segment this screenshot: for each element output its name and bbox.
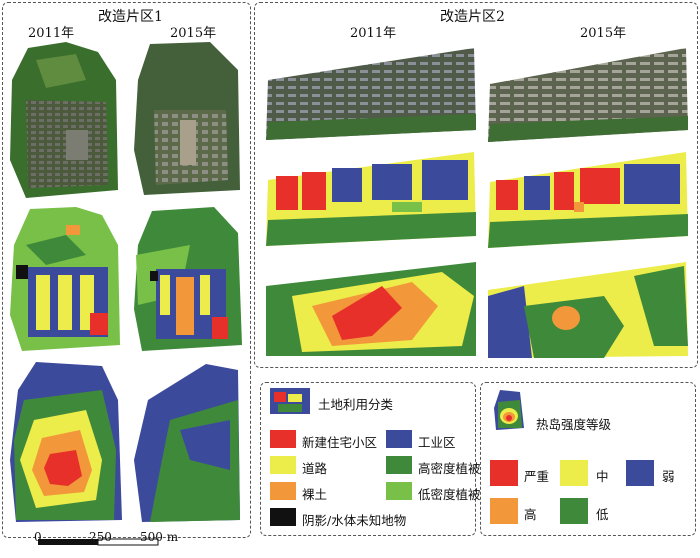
- heat-label-severe: 严重: [524, 469, 550, 484]
- heat-legend-title: 热岛强度等级: [536, 417, 612, 432]
- region2-imagery-2015: [488, 48, 688, 142]
- legend-swatch-low-veg: [386, 482, 412, 500]
- scalebar-label-0: 0: [34, 530, 42, 544]
- region1-landuse-2011: [10, 207, 120, 351]
- region1-heat-2015: [134, 364, 240, 522]
- landuse-legend-thumbnail: [270, 388, 310, 414]
- legend-label-shadow-water: 阴影/水体未知地物: [302, 513, 407, 528]
- legend-swatch-high-veg: [386, 456, 412, 474]
- scalebar: [38, 538, 159, 546]
- region1-heat-2011: [10, 362, 122, 522]
- legend-label-industrial: 工业区: [418, 435, 456, 450]
- region1-year-2011: 2011年: [28, 26, 75, 41]
- legend-swatch-new-residential: [270, 430, 296, 448]
- region1-imagery-2011: [10, 42, 118, 198]
- region2-year-2011: 2011年: [350, 26, 397, 41]
- region2-heat-2015: [488, 262, 688, 358]
- heat-label-weak: 弱: [662, 469, 675, 484]
- heat-swatch-severe: [490, 460, 518, 486]
- region1-title: 改造片区1: [98, 9, 163, 25]
- landuse-legend-title: 土地利用分类: [318, 397, 394, 412]
- legend-label-bare-soil: 裸土: [302, 487, 328, 502]
- region2-landuse-2011: [266, 152, 476, 246]
- heat-swatch-high: [490, 498, 518, 524]
- heat-swatch-low: [560, 498, 588, 524]
- region2-year-2015: 2015年: [580, 26, 627, 41]
- heat-swatch-weak: [626, 460, 654, 486]
- legend-swatch-bare-soil: [270, 482, 296, 500]
- legend-label-high-veg: 高密度植被: [418, 461, 481, 476]
- legend-label-road: 道路: [302, 461, 328, 476]
- region1-year-2015: 2015年: [170, 26, 217, 41]
- heat-label-medium: 中: [596, 469, 609, 484]
- heat-label-high: 高: [524, 507, 537, 522]
- region2-heat-2011: [266, 262, 476, 356]
- legend-swatch-industrial: [386, 430, 412, 448]
- heat-label-low: 低: [596, 507, 609, 522]
- region1-imagery-2015: [134, 42, 240, 195]
- legend-label-low-veg: 低密度植被: [418, 487, 481, 502]
- heat-swatch-medium: [560, 460, 588, 486]
- legend-swatch-shadow-water: [270, 508, 296, 526]
- legend-label-new-residential: 新建住宅小区: [302, 435, 378, 450]
- region2-title: 改造片区2: [440, 9, 505, 25]
- region2-imagery-2011: [266, 48, 476, 140]
- region1-landuse-2015: [134, 207, 242, 351]
- scalebar-label-500: 500 m: [140, 530, 179, 544]
- scalebar-label-250: 250: [89, 530, 112, 544]
- region2-landuse-2015: [488, 152, 688, 248]
- landuse-legend: [260, 382, 476, 536]
- legend-swatch-road: [270, 456, 296, 474]
- heat-legend-thumbnail: [494, 390, 524, 430]
